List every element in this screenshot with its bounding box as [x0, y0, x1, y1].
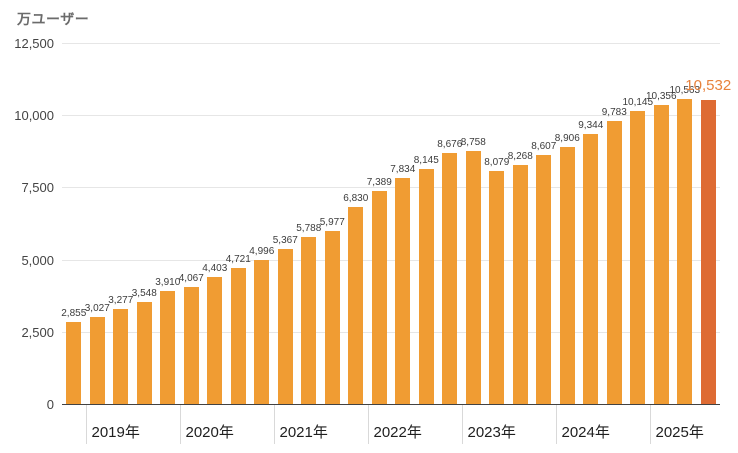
bar-value-label: 4,067 — [178, 272, 204, 284]
bar-value-label: 8,268 — [507, 151, 533, 163]
bar-value-label: 3,910 — [155, 277, 181, 289]
bar[interactable] — [583, 134, 599, 404]
bar[interactable] — [66, 321, 82, 404]
year-tick-line — [555, 405, 557, 444]
year-tick-line — [649, 405, 651, 444]
bar-value-label: 7,834 — [390, 163, 416, 175]
gridline — [62, 187, 720, 189]
bar-current[interactable] — [700, 99, 716, 404]
bar-value-label: 10,563 — [669, 84, 701, 96]
bar-value-label: 5,788 — [296, 222, 322, 234]
bar[interactable] — [348, 206, 364, 404]
y-tick-label: 7,500 — [21, 180, 54, 196]
bar-value-label: 10,356 — [645, 90, 677, 102]
year-tick-line — [461, 405, 463, 444]
year-label: 2023年 — [467, 424, 516, 441]
bar[interactable] — [160, 291, 176, 404]
year-tick-line — [179, 405, 181, 444]
bar-value-label: 4,403 — [202, 262, 228, 274]
bar-value-label: 3,027 — [84, 302, 110, 314]
bar[interactable] — [606, 121, 622, 404]
bar[interactable] — [512, 165, 528, 404]
y-tick-label: 5,000 — [21, 252, 54, 268]
gridline — [62, 115, 720, 117]
bar[interactable] — [277, 249, 293, 404]
bar[interactable] — [230, 267, 246, 404]
plot-area: 2,855 3,027 3,277 3,548 3,910 4,067 4,403 4,721… — [61, 43, 731, 405]
bar-value-label: 2,855 — [61, 307, 87, 319]
y-tick-label: 12,500 — [14, 36, 54, 51]
bar[interactable] — [559, 146, 575, 404]
bar-value-label: 4,996 — [249, 245, 275, 257]
bar[interactable] — [207, 276, 223, 404]
bar-value-label: 8,906 — [554, 132, 580, 144]
bar-value-label: 9,344 — [578, 120, 604, 132]
bar[interactable] — [418, 168, 434, 404]
bar[interactable] — [630, 111, 646, 404]
bar-value-label: 9,783 — [601, 107, 627, 119]
x-axis-baseline — [62, 404, 720, 405]
bar-value-label: 8,758 — [460, 137, 486, 149]
bar-value-label: 3,548 — [131, 287, 157, 299]
gridline — [62, 259, 720, 261]
bar[interactable] — [442, 153, 458, 404]
bar[interactable] — [113, 309, 129, 404]
bar-value-label: 4,721 — [225, 253, 251, 265]
bar[interactable] — [653, 104, 669, 404]
bar[interactable] — [371, 190, 387, 404]
year-label: 2019年 — [91, 424, 140, 441]
y-tick-label: 10,000 — [14, 108, 54, 124]
bar[interactable] — [136, 301, 152, 404]
year-label: 2025年 — [655, 424, 704, 441]
bar[interactable] — [89, 316, 105, 404]
bar[interactable] — [254, 259, 270, 404]
bar-value-label: 5,367 — [272, 235, 298, 247]
year-label: 2022年 — [373, 424, 422, 441]
bar-value-label: 8,676 — [437, 139, 463, 151]
year-tick-line — [85, 405, 87, 444]
bar-value-label: 5,977 — [319, 217, 345, 229]
chart-title: 万ユーザー — [17, 11, 90, 27]
gridline — [62, 331, 720, 333]
y-tick-label: 0 — [46, 397, 54, 412]
year-label: 2021年 — [279, 424, 328, 441]
year-label: 2024年 — [561, 424, 610, 441]
year-label: 2020年 — [185, 424, 234, 441]
year-tick-line — [367, 405, 369, 444]
bar-value-label: 3,277 — [108, 295, 134, 307]
bar[interactable] — [301, 236, 317, 404]
bar[interactable] — [183, 286, 199, 404]
bar[interactable] — [489, 170, 505, 404]
bar[interactable] — [324, 231, 340, 404]
bar[interactable] — [465, 151, 481, 404]
current-value-label: 10,532 — [685, 76, 732, 94]
gridline — [62, 43, 720, 44]
bar[interactable] — [677, 98, 693, 404]
bar[interactable] — [536, 155, 552, 404]
bar-value-label: 8,607 — [531, 141, 557, 153]
bar-value-label: 8,079 — [484, 156, 510, 168]
bar-value-label: 6,830 — [343, 192, 369, 204]
bar-value-label: 8,145 — [413, 154, 439, 166]
year-tick-line — [273, 405, 275, 444]
y-tick-label: 2,500 — [21, 324, 54, 340]
bar-value-label: 7,389 — [366, 176, 392, 188]
bar-value-label: 10,145 — [622, 97, 654, 109]
bar[interactable] — [395, 177, 411, 404]
